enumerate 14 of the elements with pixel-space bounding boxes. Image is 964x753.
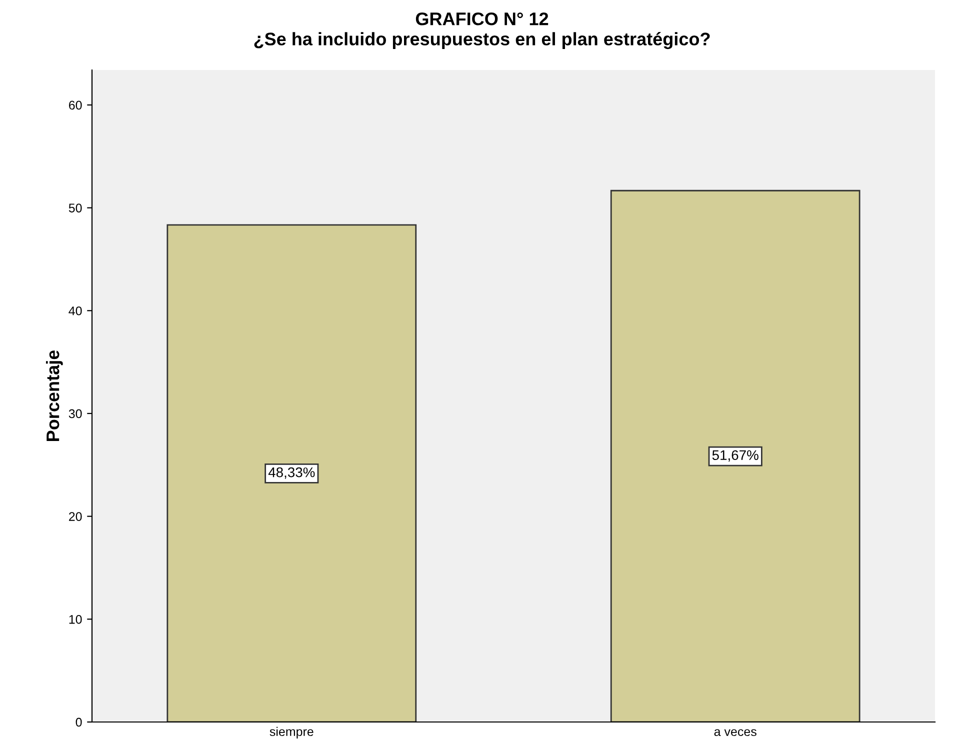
data-label: 48,33% [268,467,315,479]
y-tick-label: 40 [68,306,82,316]
chart-subtitle: ¿Se ha incluido presupuestos en el plan estratégico? [254,32,710,50]
data-label: 51,67% [712,450,758,462]
y-tick-label: 50 [68,204,82,212]
y-tick-label: 20 [69,512,82,521]
y-tick-label: 30 [68,409,82,418]
y-tick-label: 10 [69,614,82,624]
y-tick-label: 0 [76,718,82,727]
x-tick-label: siempre [270,726,314,739]
x-tick-label: a veces [714,729,756,736]
chart-title: GRAFICO N° 12 [416,12,548,26]
y-tick-label: 60 [69,100,82,110]
y-axis-title: Porcentaje [46,350,63,441]
